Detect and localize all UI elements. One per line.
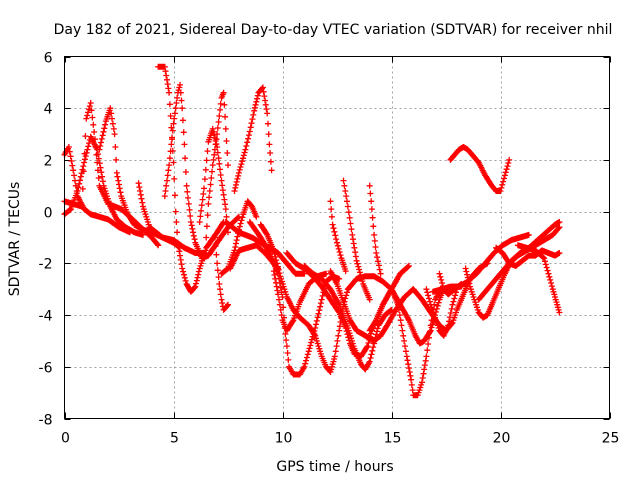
data-points xyxy=(61,63,563,399)
plus-markers xyxy=(135,180,183,251)
series-arc-35 xyxy=(514,242,563,316)
series-arc-19 xyxy=(301,262,395,373)
plus-markers xyxy=(203,89,231,241)
y-tick-label: -4 xyxy=(39,309,53,325)
series-arc-5 xyxy=(135,180,183,251)
y-tick-label: -6 xyxy=(39,361,53,377)
x-axis: 0 5 10 15 20 25 xyxy=(61,56,620,447)
plus-markers xyxy=(61,100,162,249)
plus-markers xyxy=(155,63,227,295)
y-tick-label: 0 xyxy=(44,206,53,222)
plus-markers xyxy=(96,105,210,256)
plot-frame xyxy=(64,56,610,419)
x-tick-label: 0 xyxy=(61,431,70,447)
series-arc-3 xyxy=(61,100,162,249)
plus-markers xyxy=(514,242,563,316)
series-arc-28 xyxy=(423,286,460,339)
series-arc-4 xyxy=(96,105,210,256)
x-tick-label: 5 xyxy=(170,431,179,447)
plus-markers xyxy=(231,84,275,194)
y-tick-label: 2 xyxy=(44,154,53,170)
y-axis-label: SDTVAR / TECUs xyxy=(7,182,23,297)
plus-markers xyxy=(257,221,351,375)
series-arc-9 xyxy=(203,89,231,241)
plus-markers xyxy=(340,177,373,303)
chart-title: Day 182 of 2021, Sidereal Day-to-day VTE… xyxy=(54,22,613,38)
y-tick-label: 6 xyxy=(44,51,53,67)
x-tick-label: 25 xyxy=(602,431,620,447)
series-arc-31 xyxy=(447,144,513,194)
series-arc-6 xyxy=(155,63,227,295)
y-tick-label: 4 xyxy=(44,102,53,118)
grid xyxy=(64,56,610,419)
plus-markers xyxy=(423,286,460,339)
plus-markers xyxy=(447,144,513,194)
y-tick-label: -2 xyxy=(39,257,53,273)
y-tick-label: -8 xyxy=(39,413,53,429)
x-axis-label: GPS time / hours xyxy=(276,459,393,475)
series-arc-21 xyxy=(327,198,349,275)
x-tick-label: 20 xyxy=(493,431,511,447)
plus-markers xyxy=(211,234,231,313)
series-arc-22 xyxy=(340,177,373,303)
plus-markers xyxy=(327,198,349,275)
y-axis: -8 -6 -4 -2 0 2 4 6 xyxy=(39,51,610,429)
series-arc-12 xyxy=(231,84,275,194)
plus-markers xyxy=(196,125,231,236)
series-arc-10 xyxy=(211,234,231,313)
series-arc-23 xyxy=(366,182,384,277)
x-tick-label: 15 xyxy=(384,431,402,447)
plus-markers xyxy=(366,182,384,277)
series-arc-16 xyxy=(257,221,351,375)
series-arc-8 xyxy=(196,125,231,236)
x-tick-label: 10 xyxy=(275,431,293,447)
plus-markers xyxy=(301,262,395,373)
